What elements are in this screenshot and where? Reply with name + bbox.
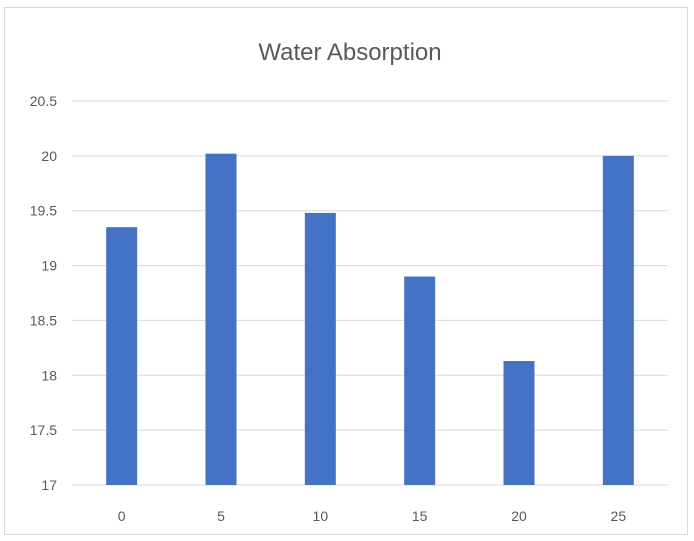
- bar-15: [404, 276, 436, 485]
- bar-5: [205, 153, 237, 486]
- x-axis-tick-labels: 0 5 10 15 20 25: [118, 508, 627, 524]
- y-tick-label: 17.5: [30, 422, 57, 438]
- bar-20: [503, 361, 535, 485]
- x-tick-label: 15: [412, 508, 428, 524]
- bar-25: [602, 155, 634, 485]
- y-tick-label: 19.5: [30, 203, 57, 219]
- y-tick-label: 20: [41, 148, 57, 164]
- x-tick-label: 0: [118, 508, 126, 524]
- y-tick-label: 18.5: [30, 312, 57, 328]
- bar-0: [106, 227, 138, 485]
- y-tick-label: 19: [41, 258, 57, 274]
- y-tick-label: 18: [41, 367, 57, 383]
- x-tick-label: 25: [611, 508, 627, 524]
- x-tick-label: 20: [511, 508, 527, 524]
- y-tick-label: 17: [41, 477, 57, 493]
- bar-10: [304, 212, 336, 485]
- y-axis-tick-labels: 17 17.5 18 18.5 19 19.5 20 20.5: [30, 93, 57, 493]
- x-tick-label: 10: [313, 508, 329, 524]
- gridlines: [72, 100, 668, 486]
- bars: [106, 153, 634, 486]
- y-tick-label: 20.5: [30, 93, 57, 109]
- chart-title: Water Absorption: [258, 39, 441, 66]
- x-tick-label: 5: [217, 508, 225, 524]
